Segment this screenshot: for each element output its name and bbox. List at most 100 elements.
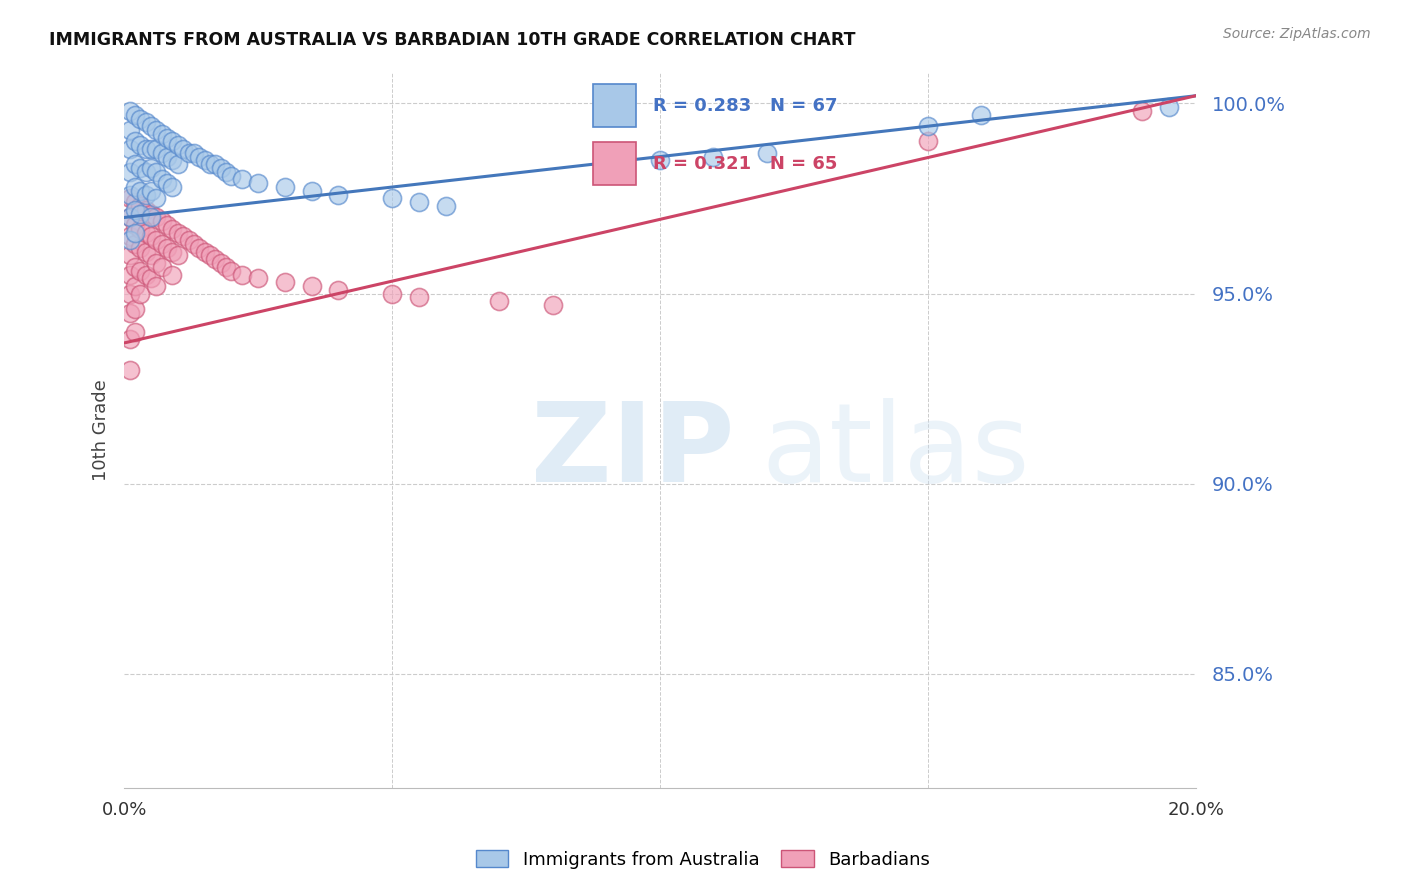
Point — [702, 150, 724, 164]
Point — [139, 119, 162, 133]
Point — [221, 263, 243, 277]
Point — [301, 184, 323, 198]
Point — [150, 145, 173, 160]
Point — [177, 145, 200, 160]
Point — [129, 263, 152, 277]
Point — [124, 301, 146, 316]
Point — [917, 135, 939, 149]
Point — [166, 248, 188, 262]
Point — [124, 108, 146, 122]
Point — [166, 157, 188, 171]
Point — [274, 275, 297, 289]
Point — [162, 222, 184, 236]
Point — [145, 142, 167, 156]
Point — [129, 199, 152, 213]
Point — [124, 325, 146, 339]
Point — [648, 153, 671, 168]
Point — [215, 260, 238, 274]
Point — [118, 305, 141, 319]
Point — [124, 260, 146, 274]
Point — [198, 157, 221, 171]
Point — [541, 298, 564, 312]
Point — [129, 138, 152, 153]
Point — [129, 286, 152, 301]
Point — [166, 226, 188, 240]
Point — [124, 218, 146, 232]
Point — [118, 187, 141, 202]
FancyBboxPatch shape — [593, 85, 637, 127]
Point — [124, 180, 146, 194]
Point — [193, 244, 215, 259]
Point — [145, 165, 167, 179]
Point — [118, 211, 141, 225]
Point — [135, 226, 157, 240]
Point — [118, 332, 141, 346]
Legend: Immigrants from Australia, Barbadians: Immigrants from Australia, Barbadians — [468, 843, 938, 876]
Point — [135, 187, 157, 202]
Point — [124, 157, 146, 171]
Point — [129, 161, 152, 175]
Point — [408, 290, 430, 304]
Point — [328, 187, 350, 202]
Point — [1157, 100, 1180, 114]
Point — [118, 362, 141, 376]
Point — [166, 138, 188, 153]
Point — [1130, 103, 1153, 118]
Point — [135, 202, 157, 217]
Point — [204, 157, 226, 171]
Point — [488, 294, 510, 309]
Point — [434, 199, 457, 213]
Point — [177, 233, 200, 247]
Point — [162, 135, 184, 149]
Point — [328, 283, 350, 297]
Point — [139, 211, 162, 225]
Y-axis label: 10th Grade: 10th Grade — [93, 379, 110, 482]
Point — [156, 130, 179, 145]
Point — [150, 214, 173, 228]
Point — [156, 176, 179, 190]
Point — [118, 191, 141, 205]
Point — [188, 150, 211, 164]
Point — [231, 268, 253, 282]
Text: ZIP: ZIP — [531, 399, 735, 506]
Point — [124, 279, 146, 293]
Point — [183, 145, 205, 160]
Point — [118, 229, 141, 244]
Point — [145, 279, 167, 293]
Point — [274, 180, 297, 194]
Point — [135, 165, 157, 179]
Point — [198, 248, 221, 262]
Point — [162, 180, 184, 194]
Point — [145, 123, 167, 137]
Point — [124, 226, 146, 240]
Point — [381, 286, 404, 301]
Point — [139, 142, 162, 156]
Point — [209, 256, 232, 270]
FancyBboxPatch shape — [593, 143, 637, 186]
Point — [129, 222, 152, 236]
Point — [221, 169, 243, 183]
Text: atlas: atlas — [762, 399, 1031, 506]
Point — [139, 184, 162, 198]
Point — [135, 115, 157, 129]
Point — [917, 119, 939, 133]
Point — [188, 241, 211, 255]
Text: R = 0.283   N = 67: R = 0.283 N = 67 — [652, 96, 838, 115]
Point — [118, 286, 141, 301]
Point — [118, 248, 141, 262]
Point — [162, 244, 184, 259]
Point — [129, 241, 152, 255]
Point — [135, 244, 157, 259]
Point — [215, 165, 238, 179]
Point — [118, 268, 141, 282]
Point — [970, 108, 993, 122]
Point — [162, 268, 184, 282]
Text: Source: ZipAtlas.com: Source: ZipAtlas.com — [1223, 27, 1371, 41]
Point — [129, 207, 152, 221]
Point — [150, 260, 173, 274]
Point — [156, 218, 179, 232]
Point — [135, 268, 157, 282]
Point — [118, 233, 141, 247]
Point — [124, 202, 146, 217]
Point — [118, 103, 141, 118]
